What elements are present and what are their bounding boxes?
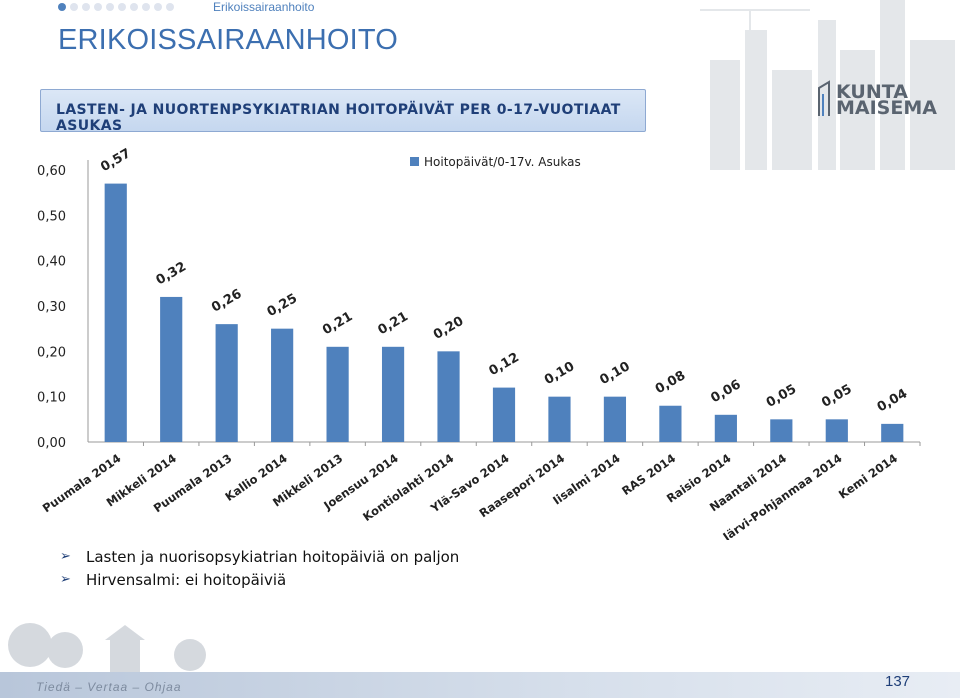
data-label: 0,05 <box>764 382 799 411</box>
progress-dot <box>130 3 138 11</box>
progress-dot <box>82 3 90 11</box>
bullet-item: ➢ Lasten ja nuorisopsykiatrian hoitopäiv… <box>60 547 460 566</box>
bar <box>160 296 183 442</box>
subtitle-banner: LASTEN- JA NUORTENPSYKIATRIAN HOITOPÄIVÄ… <box>40 89 646 134</box>
data-label: 0,57 <box>98 146 133 175</box>
data-label: 0,12 <box>487 350 522 379</box>
y-tick-label: 0,00 <box>37 436 66 451</box>
data-label: 0,10 <box>542 359 577 388</box>
legend-label: Hoitopäivät/0-17v. Asukas <box>424 155 581 169</box>
data-label: 0,04 <box>875 386 910 415</box>
y-tick-label: 0,40 <box>37 255 66 270</box>
bar <box>437 351 460 442</box>
bar <box>271 328 294 442</box>
arrow-bullet-icon: ➢ <box>60 572 71 587</box>
progress-dot <box>166 3 174 11</box>
data-label: 0,08 <box>653 368 688 397</box>
bar-chart: 0,000,100,200,300,400,500,60 0,57Puumala … <box>37 146 921 540</box>
trees-decoration <box>8 623 206 680</box>
data-label: 0,25 <box>265 291 300 320</box>
kuntamaisema-logo <box>818 80 830 116</box>
bar <box>603 396 627 442</box>
category-label: Kemi 2014 <box>836 451 900 502</box>
progress-dots <box>58 3 174 11</box>
y-tick-label: 0,30 <box>37 300 66 315</box>
skyline-decoration <box>700 0 955 170</box>
y-tick-label: 0,10 <box>37 391 66 406</box>
bar <box>714 414 737 442</box>
data-label: 0,26 <box>209 287 244 316</box>
progress-dot <box>142 3 150 11</box>
progress-dot <box>118 3 126 11</box>
arrow-bullet-icon: ➢ <box>60 549 71 564</box>
bar <box>825 419 848 442</box>
bar <box>548 396 571 442</box>
bar <box>492 387 516 442</box>
y-tick-label: 0,50 <box>37 209 66 224</box>
category-label: Kontiolahti 2014 <box>360 451 456 524</box>
progress-dot <box>58 3 66 11</box>
bar <box>104 183 127 442</box>
data-label: 0,10 <box>597 359 632 388</box>
legend-swatch <box>410 157 419 166</box>
bar <box>659 405 682 442</box>
data-label: 0,20 <box>431 314 466 343</box>
footer-tagline: Tiedä – Vertaa – Ohjaa <box>36 680 182 694</box>
bar <box>326 346 349 442</box>
y-tick-label: 0,20 <box>37 345 66 360</box>
breadcrumb: Erikoissairaanhoito <box>213 0 315 14</box>
bullet-list: ➢ Lasten ja nuorisopsykiatrian hoitopäiv… <box>60 545 459 591</box>
data-label: 0,05 <box>819 382 854 411</box>
data-label: 0,21 <box>376 309 411 338</box>
data-label: 0,06 <box>708 377 743 406</box>
data-label: 0,32 <box>154 259 189 288</box>
progress-dot <box>94 3 102 11</box>
data-label: 0,21 <box>320 309 355 338</box>
bullet-item: ➢ Hirvensalmi: ei hoitopäiviä <box>60 570 287 589</box>
y-tick-label: 0,60 <box>37 164 66 179</box>
progress-dot <box>106 3 114 11</box>
logo-text: KUNTA MAISEMA <box>836 81 937 119</box>
progress-dot <box>154 3 162 11</box>
bar <box>770 419 793 442</box>
subtitle-text: LASTEN- JA NUORTENPSYKIATRIAN HOITOPÄIVÄ… <box>56 102 621 134</box>
progress-dot <box>70 3 78 11</box>
bar <box>881 423 904 442</box>
page-number: 137 <box>885 673 911 690</box>
page-title: ERIKOISSAIRAANHOITO <box>58 24 399 56</box>
bar <box>215 324 238 442</box>
bar <box>381 346 405 442</box>
footer-band <box>0 672 960 698</box>
